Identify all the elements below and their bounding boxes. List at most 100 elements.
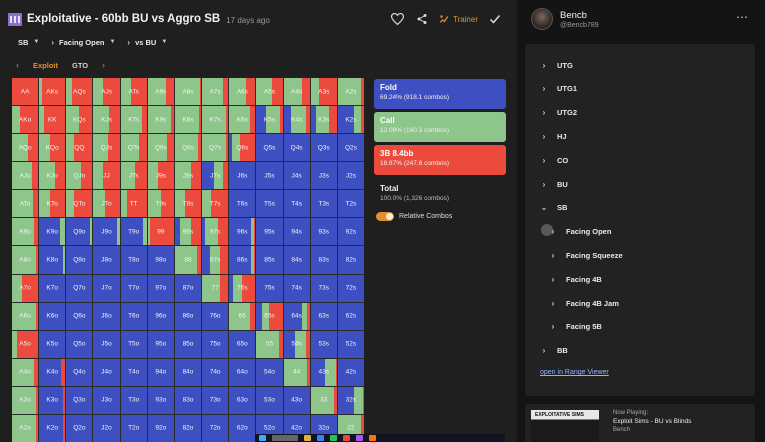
more-options-icon[interactable]: ⋯	[736, 10, 749, 24]
hand-cell-32s[interactable]: 32s	[337, 386, 364, 414]
hand-cell-t5o[interactable]: T5o	[120, 330, 147, 358]
hand-cell-tt[interactable]: TT	[120, 190, 147, 218]
hand-cell-84o[interactable]: 84o	[174, 358, 202, 386]
hand-cell-77[interactable]: 77	[202, 274, 229, 302]
hand-cell-75o[interactable]: 75o	[202, 330, 229, 358]
hand-cell-q7o[interactable]: Q7o	[66, 274, 93, 302]
hand-cell-q6s[interactable]: Q6s	[229, 134, 256, 162]
hand-cell-92o[interactable]: 92o	[147, 414, 174, 442]
hand-cell-86s[interactable]: 86s	[229, 246, 256, 274]
hand-cell-qq[interactable]: QQ	[66, 134, 93, 162]
hand-cell-k4s[interactable]: K4s	[283, 106, 310, 134]
hand-cell-62o[interactable]: 62o	[229, 414, 256, 442]
hand-cell-55[interactable]: 55	[256, 330, 283, 358]
hand-cell-k3s[interactable]: K3s	[310, 106, 337, 134]
hand-cell-t8o[interactable]: T8o	[120, 246, 147, 274]
hand-cell-93o[interactable]: 93o	[147, 386, 174, 414]
hand-cell-q9s[interactable]: Q9s	[147, 134, 174, 162]
hand-cell-j2o[interactable]: J2o	[93, 414, 120, 442]
hand-cell-j9s[interactable]: J9s	[147, 162, 174, 190]
taskbar-app-icon[interactable]	[317, 435, 324, 441]
hand-cell-75s[interactable]: 75s	[256, 274, 283, 302]
hand-cell-kts[interactable]: KTs	[120, 106, 147, 134]
hand-cell-44[interactable]: 44	[283, 358, 310, 386]
hand-cell-j5o[interactable]: J5o	[93, 330, 120, 358]
hand-cell-94s[interactable]: 94s	[283, 218, 310, 246]
hand-cell-74s[interactable]: 74s	[283, 274, 310, 302]
hand-cell-95s[interactable]: 95s	[256, 218, 283, 246]
hand-cell-63s[interactable]: 63s	[310, 302, 337, 330]
hand-cell-93s[interactable]: 93s	[310, 218, 337, 246]
hand-cell-52s[interactable]: 52s	[337, 330, 364, 358]
position-select[interactable]: SB ▼	[18, 38, 39, 47]
hand-cell-74o[interactable]: 74o	[202, 358, 229, 386]
hand-cell-kto[interactable]: KTo	[39, 190, 66, 218]
hand-cell-a6s[interactable]: A6s	[229, 78, 256, 106]
hand-cell-98o[interactable]: 98o	[147, 246, 174, 274]
hand-cell-k4o[interactable]: K4o	[39, 358, 66, 386]
hand-cell-t7s[interactable]: T7s	[202, 190, 229, 218]
hand-cell-aqo[interactable]: AQo	[12, 134, 39, 162]
hand-cell-aa[interactable]: AA	[12, 78, 39, 106]
hand-cell-k8o[interactable]: K8o	[39, 246, 66, 274]
hand-cell-k9s[interactable]: K9s	[147, 106, 174, 134]
hand-cell-94o[interactable]: 94o	[147, 358, 174, 386]
action-select[interactable]: › Facing Open ▼	[51, 38, 115, 47]
hand-cell-kjo[interactable]: KJo	[39, 162, 66, 190]
hand-cell-82o[interactable]: 82o	[174, 414, 202, 442]
tab-exploit[interactable]: Exploit	[33, 60, 59, 70]
hand-cell-a2s[interactable]: A2s	[337, 78, 364, 106]
hand-cell-62s[interactable]: 62s	[337, 302, 364, 330]
raise-action-card[interactable]: 3B 8.4bb 18.67% (247.6 combos)	[374, 145, 506, 175]
hand-cell-j4o[interactable]: J4o	[93, 358, 120, 386]
hand-cell-a4s[interactable]: A4s	[283, 78, 310, 106]
hand-cell-qjs[interactable]: QJs	[93, 134, 120, 162]
hand-cell-53s[interactable]: 53s	[310, 330, 337, 358]
check-icon[interactable]	[488, 12, 502, 26]
hand-cell-k6s[interactable]: K6s	[229, 106, 256, 134]
hand-cell-ajo[interactable]: AJo	[12, 162, 39, 190]
hand-cell-96o[interactable]: 96o	[147, 302, 174, 330]
hand-cell-84s[interactable]: 84s	[283, 246, 310, 274]
tree-item-facing-4b[interactable]: › Facing 4B	[549, 272, 602, 286]
hand-cell-65s[interactable]: 65s	[256, 302, 283, 330]
hand-cell-42s[interactable]: 42s	[337, 358, 364, 386]
hand-cell-q9o[interactable]: Q9o	[66, 218, 93, 246]
hand-cell-87o[interactable]: 87o	[174, 274, 202, 302]
tab-gto[interactable]: GTO	[72, 60, 89, 70]
trainer-button[interactable]: Trainer	[439, 14, 478, 24]
hand-cell-a8s[interactable]: A8s	[174, 78, 202, 106]
tree-item-facing-squeeze[interactable]: › Facing Squeeze	[549, 248, 623, 262]
hand-cell-k2s[interactable]: K2s	[337, 106, 364, 134]
hand-cell-j3s[interactable]: J3s	[310, 162, 337, 190]
hand-cell-q4o[interactable]: Q4o	[66, 358, 93, 386]
hand-cell-q6o[interactable]: Q6o	[66, 302, 93, 330]
hand-cell-j9o[interactable]: J9o	[93, 218, 120, 246]
hand-cell-t2s[interactable]: T2s	[337, 190, 364, 218]
hand-cell-83s[interactable]: 83s	[310, 246, 337, 274]
hand-cell-t9s[interactable]: T9s	[147, 190, 174, 218]
hand-cell-53o[interactable]: 53o	[256, 386, 283, 414]
hand-cell-54o[interactable]: 54o	[256, 358, 283, 386]
hand-cell-ato[interactable]: ATo	[12, 190, 39, 218]
hand-cell-76s[interactable]: 76s	[229, 274, 256, 302]
hand-cell-t4o[interactable]: T4o	[120, 358, 147, 386]
tree-item-utg2[interactable]: › UTG2	[540, 106, 577, 120]
hand-cell-q4s[interactable]: Q4s	[283, 134, 310, 162]
hand-cell-ako[interactable]: AKo	[12, 106, 39, 134]
hand-cell-t6o[interactable]: T6o	[120, 302, 147, 330]
hand-cell-k5s[interactable]: K5s	[256, 106, 283, 134]
hand-cell-k2o[interactable]: K2o	[39, 414, 66, 442]
hand-cell-t5s[interactable]: T5s	[256, 190, 283, 218]
hand-cell-99[interactable]: 99	[147, 218, 174, 246]
hand-cell-k8s[interactable]: K8s	[174, 106, 202, 134]
hand-cell-j7s[interactable]: J7s	[202, 162, 229, 190]
tab-prev-icon[interactable]: ‹	[16, 60, 19, 70]
hand-cell-j2s[interactable]: J2s	[337, 162, 364, 190]
hand-cell-95o[interactable]: 95o	[147, 330, 174, 358]
hand-cell-q8o[interactable]: Q8o	[66, 246, 93, 274]
hand-cell-a3o[interactable]: A3o	[12, 386, 39, 414]
hand-cell-64o[interactable]: 64o	[229, 358, 256, 386]
hand-cell-qjo[interactable]: QJo	[66, 162, 93, 190]
range-viewer-link[interactable]: open in Range Viewer	[540, 369, 609, 376]
